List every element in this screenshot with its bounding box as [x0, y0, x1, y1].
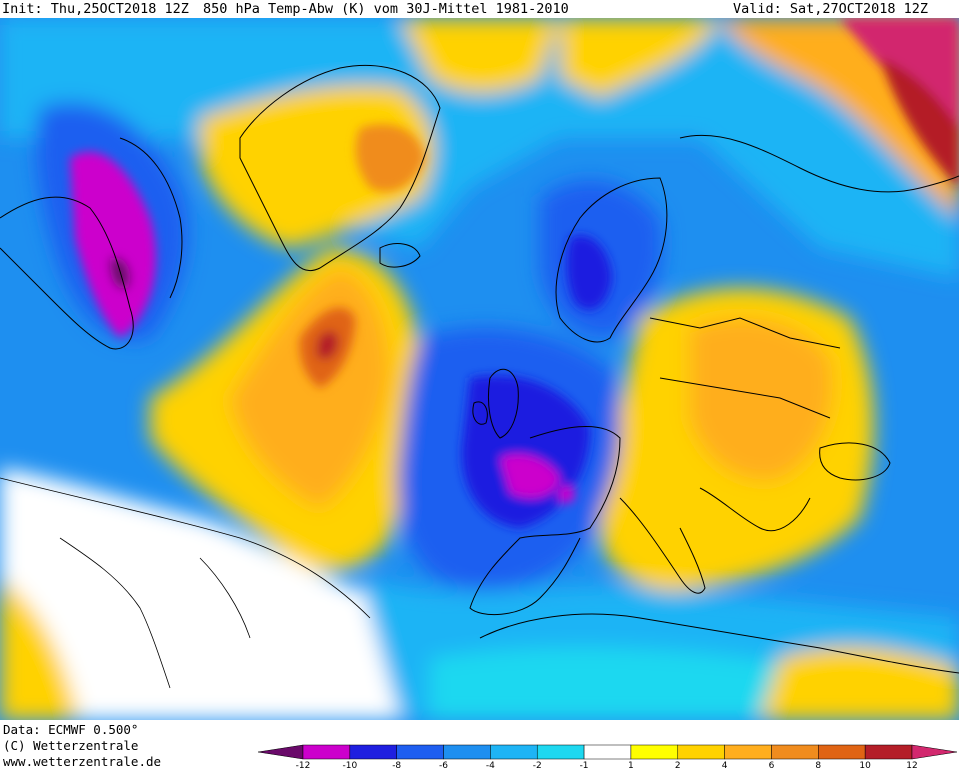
- legend-swatch: [536, 744, 585, 760]
- data-source-label: Data: ECMWF 0.500°: [3, 722, 139, 737]
- legend-swatch: [724, 744, 772, 760]
- legend-arrow-high: [911, 744, 958, 760]
- legend-tick-label: -2: [532, 761, 542, 771]
- color-legend: [257, 744, 958, 760]
- legend-swatch: [583, 744, 632, 760]
- legend-swatch: [677, 744, 725, 760]
- legend-tick-label: 12: [906, 761, 918, 771]
- neutral-contours: [0, 477, 371, 689]
- legend-swatch: [349, 744, 397, 760]
- legend-swatch: [630, 744, 679, 760]
- legend-swatch: [443, 744, 491, 760]
- map-footer: Data: ECMWF 0.500° (C) Wetterzentrale ww…: [0, 720, 959, 771]
- legend-swatch: [302, 744, 351, 760]
- legend-tick-label: 4: [721, 761, 728, 771]
- anomaly-field-cores: [70, 18, 959, 528]
- legend-tick-label: -8: [392, 761, 402, 771]
- legend-swatch: [771, 744, 819, 760]
- legend-tick-label: 1: [628, 761, 634, 771]
- legend-swatch: [818, 744, 866, 760]
- legend-tick-label: 8: [815, 761, 822, 771]
- legend-tick-label: 6: [768, 761, 775, 771]
- legend-tick-label: -4: [485, 761, 495, 771]
- legend-swatch: [490, 744, 538, 760]
- legend-tick-label: 10: [859, 761, 871, 771]
- legend-tick-label: -6: [439, 761, 449, 771]
- legend-arrow-low: [257, 744, 304, 760]
- legend-tick-label: 2: [674, 761, 681, 771]
- website-label: www.wetterzentrale.de: [3, 754, 162, 769]
- map-title: 850 hPa Temp-Abw (K) vom 30J-Mittel 1981…: [203, 1, 569, 17]
- init-time-label: Init: Thu,25OCT2018 12Z: [2, 1, 189, 17]
- legend-tick-label: -10: [342, 761, 358, 771]
- legend-swatch: [396, 744, 444, 760]
- legend-tick-label: -12: [295, 761, 311, 771]
- coastlines: [0, 64, 959, 674]
- legend-swatch: [864, 744, 913, 760]
- valid-time-label: Valid: Sat,27OCT2018 12Z: [733, 1, 929, 17]
- map-header: Init: Thu,25OCT2018 12Z 850 hPa Temp-Abw…: [0, 0, 959, 18]
- temperature-anomaly-map: [0, 18, 959, 720]
- legend-tick-label: -1: [579, 761, 589, 771]
- copyright-label: (C) Wetterzentrale: [3, 738, 139, 753]
